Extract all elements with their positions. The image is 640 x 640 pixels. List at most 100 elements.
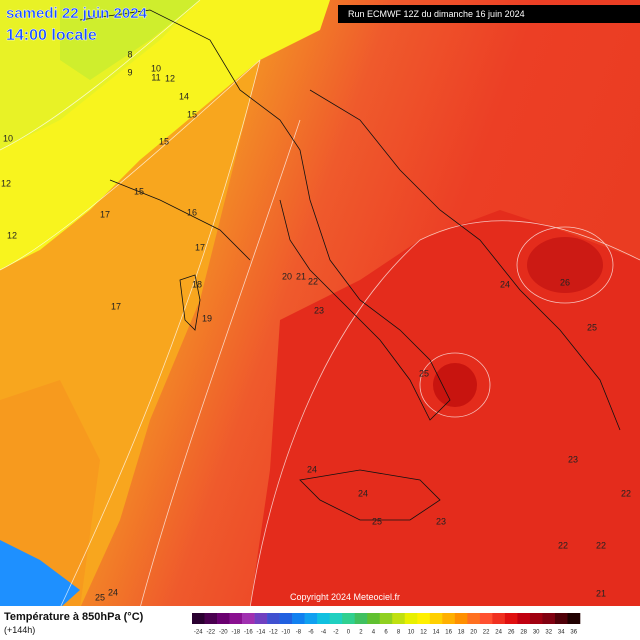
colorbar-tick: 28: [520, 630, 527, 636]
colorbar-tick: 22: [483, 630, 490, 636]
contour-label: 16: [187, 207, 197, 217]
colorbar-tick: 32: [545, 630, 552, 636]
colorbar-tick: 16: [445, 630, 452, 636]
contour-label: 23: [314, 305, 324, 315]
colorbar-tick: -16: [244, 630, 253, 636]
contour-label: 25: [372, 516, 382, 526]
contour-label: 8: [127, 49, 132, 59]
legend-title: Température à 850hPa (°C): [4, 611, 144, 623]
colorbar-swatch: [267, 613, 280, 624]
contour-label: 24: [307, 464, 317, 474]
colorbar-tick: -4: [321, 630, 327, 636]
copyright: Copyright 2024 Meteociel.fr: [290, 592, 400, 602]
contour-label: 24: [108, 587, 118, 597]
contour-label: 9: [127, 67, 132, 77]
colorbar-swatch: [429, 613, 443, 624]
colorbar-tick: 0: [347, 630, 351, 636]
colorbar-swatch: [379, 613, 393, 624]
colorbar-tick: -10: [282, 630, 291, 636]
colorbar-tick: -6: [308, 630, 314, 636]
colorbar-swatch: [454, 613, 468, 624]
colorbar-tick: -18: [231, 630, 240, 636]
contour-label: 26: [560, 277, 570, 287]
contour-label: 22: [558, 540, 568, 550]
colorbar-swatch: [367, 613, 381, 624]
colorbar-swatch: [542, 613, 556, 624]
colorbar-swatch: [492, 613, 506, 624]
colorbar-swatch: [479, 613, 493, 624]
contour-label: 24: [500, 279, 510, 289]
colorbar-swatch: [242, 613, 255, 624]
colorbar-tick: -14: [257, 630, 266, 636]
colorbar-tick: 10: [408, 630, 415, 636]
contour-label: 20: [282, 271, 292, 281]
contour-label: 22: [596, 540, 606, 550]
colorbar-swatch: [404, 613, 418, 624]
colorbar-tick: -24: [194, 630, 203, 636]
colorbar-tick: 24: [495, 630, 502, 636]
contour-label: 10: [3, 133, 13, 143]
colorbar-swatch: [504, 613, 518, 624]
colorbar-tick: 30: [533, 630, 540, 636]
colorbar-swatch: [329, 613, 343, 624]
contour-label: 15: [134, 186, 144, 196]
contour-label: 22: [621, 488, 631, 498]
contour-label: 15: [159, 136, 169, 146]
contour-label: 17: [111, 301, 121, 311]
colorbar-swatch: [254, 613, 268, 624]
contour-label: 17: [100, 209, 110, 219]
contour-label: 22: [308, 276, 318, 286]
contour-label: 21: [296, 271, 306, 281]
colorbar-tick: 6: [384, 630, 388, 636]
contour-label: 15: [187, 109, 197, 119]
colorbar-swatch: [554, 613, 568, 624]
colorbar-swatch: [279, 613, 293, 624]
contour-label: 12: [165, 73, 175, 83]
colorbar-swatch: [342, 613, 356, 624]
colorbar-swatch: [217, 613, 230, 624]
colorbar-tick: 4: [372, 630, 376, 636]
colorbar-swatch: [517, 613, 531, 624]
contour-label: 25: [587, 322, 597, 332]
contour-label: 25: [419, 368, 429, 378]
contour-label: 14: [179, 91, 189, 101]
colorbar-swatch: [292, 613, 305, 624]
colorbar-tick: 14: [433, 630, 440, 636]
colorbar-tick: -2: [333, 630, 339, 636]
colorbar-tick: 12: [420, 630, 427, 636]
colorbar-tick: 18: [458, 630, 465, 636]
colorbar-tick: 20: [470, 630, 477, 636]
colorbar: -24 -22 -20 -18 -16 -14 -12 -10 -8 -6 -4 -2 0 2 4 6 8 10 1…: [192, 613, 581, 636]
contour-label: 25: [95, 592, 105, 602]
contour-label: 24: [358, 488, 368, 498]
contour-label: 18: [192, 279, 202, 289]
contour-label: 19: [202, 313, 212, 323]
colorbar-tick: -12: [269, 630, 278, 636]
date-title: samedi 22 juin 2024: [6, 5, 148, 22]
colorbar-tick: -20: [219, 630, 228, 636]
colorbar-swatch: [304, 613, 318, 624]
colorbar-tick: 2: [359, 630, 363, 636]
colorbar-swatch: [229, 613, 243, 624]
contour-label: 11: [151, 72, 160, 82]
colorbar-swatch: [442, 613, 456, 624]
run-banner: [338, 5, 640, 23]
contour-label: 17: [195, 242, 205, 252]
run-text: Run ECMWF 12Z du dimanche 16 juin 2024: [348, 9, 525, 19]
contour-label: 10: [151, 63, 161, 73]
colorbar-tick: 26: [508, 630, 515, 636]
colorbar-tick: 36: [570, 630, 577, 636]
colorbar-tick: 8: [397, 630, 401, 636]
contour-label: 23: [568, 454, 578, 464]
contour-label: 12: [1, 178, 11, 188]
colorbar-swatch: [317, 613, 330, 624]
colorbar-swatch: [204, 613, 218, 624]
colorbar-swatch: [467, 613, 481, 624]
colorbar-swatch: [567, 613, 581, 624]
colorbar-tick: 34: [558, 630, 565, 636]
colorbar-tick: -22: [206, 630, 215, 636]
time-title: 14:00 locale: [6, 27, 97, 44]
colorbar-swatch: [392, 613, 406, 624]
colorbar-swatch: [417, 613, 431, 624]
